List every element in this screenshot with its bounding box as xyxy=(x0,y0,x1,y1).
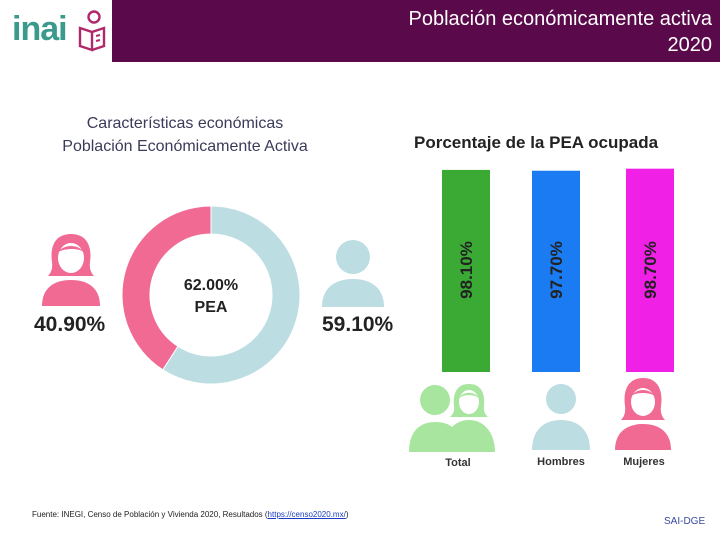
bar-mujeres xyxy=(626,168,674,372)
donut-title-line1: Características económicas xyxy=(86,115,284,132)
donut-slice-hombres xyxy=(162,205,301,385)
source-suffix: ) xyxy=(345,510,349,519)
donut-center-text: PEA xyxy=(195,299,228,316)
male-person-icon xyxy=(322,240,384,307)
header-band: Población económicamente activa 2020 xyxy=(112,0,720,62)
bar-chart-title: Porcentaje de la PEA ocupada xyxy=(414,133,659,152)
male-percentage-label: 59.10% xyxy=(322,313,394,336)
page-title: Población económicamente activa 2020 xyxy=(408,6,712,58)
page-title-line2: 2020 xyxy=(667,34,713,56)
donut-title-line2: Población Económicamente Activa xyxy=(62,138,308,155)
bar-hombres xyxy=(532,170,580,372)
page-title-line1: Población económicamente activa xyxy=(408,8,712,30)
category-label-mujeres: Mujeres xyxy=(623,456,665,468)
bar-total xyxy=(442,169,490,372)
male-person-icon-small xyxy=(532,384,590,450)
donut-slice-mujeres xyxy=(121,205,212,371)
inai-logo: inai xyxy=(12,10,68,48)
inai-logo-icon xyxy=(78,10,106,52)
bar-hombres-value-label: 97.70% xyxy=(547,241,566,299)
group-people-icon xyxy=(409,384,495,452)
footer-tag: SAI-DGE xyxy=(664,516,706,527)
source-note: Fuente: INEGI, Censo de Población y Vivi… xyxy=(32,510,348,519)
donut-chart: 62.00% PEA xyxy=(121,205,301,385)
donut-center-value: 62.00% xyxy=(184,277,238,294)
female-person-icon-small xyxy=(615,378,671,450)
female-person-icon xyxy=(42,234,100,306)
bar-total-value-label: 98.10% xyxy=(457,241,476,299)
logo-area: inai xyxy=(0,0,112,62)
donut-chart-title: Características económicas Población Eco… xyxy=(40,112,330,158)
female-percentage-label: 40.90% xyxy=(34,313,106,336)
source-link[interactable]: https://censo2020.mx/ xyxy=(267,510,346,519)
bar-chart: 98.10% 97.70% 98.70% xyxy=(442,168,674,372)
category-label-total: Total xyxy=(445,457,471,469)
source-prefix: Fuente: INEGI, Censo de Población y Vivi… xyxy=(32,510,268,519)
category-label-hombres: Hombres xyxy=(537,456,585,468)
bar-mujeres-value-label: 98.70% xyxy=(641,241,660,299)
